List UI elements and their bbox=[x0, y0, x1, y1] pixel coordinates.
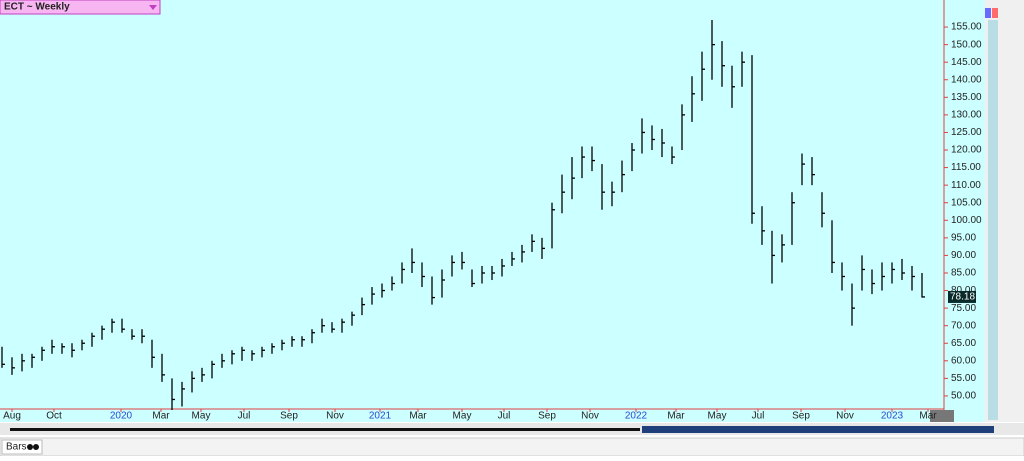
x-tick-label: May bbox=[192, 411, 211, 422]
x-tick-label: Mar bbox=[409, 411, 427, 422]
x-tick-label: May bbox=[708, 411, 727, 422]
x-tick-label: Nov bbox=[581, 411, 599, 422]
side-icon bbox=[985, 8, 991, 18]
y-tick-label: 140.00 bbox=[951, 74, 982, 85]
plot-background bbox=[0, 0, 985, 422]
x-tick-label: 2021 bbox=[369, 411, 392, 422]
last-price-label: 78.18 bbox=[950, 292, 975, 303]
toolbar bbox=[0, 437, 1024, 457]
x-tick-label: Oct bbox=[46, 411, 62, 422]
y-tick-label: 105.00 bbox=[951, 197, 982, 208]
tab-icon bbox=[27, 444, 33, 450]
side-strip bbox=[988, 20, 998, 420]
y-tick-label: 50.00 bbox=[951, 391, 976, 402]
y-tick-label: 150.00 bbox=[951, 39, 982, 50]
y-tick-label: 70.00 bbox=[951, 320, 976, 331]
y-tick-label: 130.00 bbox=[951, 110, 982, 121]
x-tick-label: Jul bbox=[498, 411, 511, 422]
x-tick-label: 2020 bbox=[110, 411, 133, 422]
y-tick-label: 115.00 bbox=[951, 162, 981, 173]
footer-label: Bars bbox=[6, 442, 27, 453]
x-tick-label: 2022 bbox=[625, 411, 648, 422]
x-tick-label: Mar bbox=[152, 411, 170, 422]
chart-title: ECT ~ Weekly bbox=[4, 2, 70, 13]
scroll-thumb[interactable] bbox=[642, 426, 994, 433]
x-tick-label: Sep bbox=[792, 411, 810, 422]
x-tick-label: 2023 bbox=[881, 411, 904, 422]
scroll-handle[interactable] bbox=[930, 410, 954, 422]
y-tick-label: 95.00 bbox=[951, 232, 976, 243]
y-tick-label: 65.00 bbox=[951, 338, 976, 349]
y-tick-label: 100.00 bbox=[951, 215, 982, 226]
x-tick-label: Aug bbox=[3, 411, 21, 422]
x-tick-label: Jul bbox=[752, 411, 765, 422]
y-tick-label: 80.00 bbox=[951, 285, 976, 296]
last-price-tag bbox=[948, 290, 976, 303]
y-tick-label: 135.00 bbox=[951, 92, 982, 103]
tab-icon bbox=[33, 444, 39, 450]
y-tick-label: 60.00 bbox=[951, 355, 976, 366]
x-tick-label: Nov bbox=[836, 411, 854, 422]
y-tick-label: 85.00 bbox=[951, 268, 976, 279]
y-tick-label: 75.00 bbox=[951, 303, 976, 314]
x-tick-label: Mar bbox=[667, 411, 685, 422]
scroll-track bbox=[10, 428, 640, 431]
title-box[interactable] bbox=[0, 0, 161, 15]
x-tick-label: May bbox=[453, 411, 472, 422]
x-tick-label: Jul bbox=[238, 411, 251, 422]
y-tick-label: 120.00 bbox=[951, 145, 982, 156]
y-tick-label: 110.00 bbox=[951, 180, 981, 191]
bars-tab[interactable] bbox=[1, 439, 43, 455]
side-icon bbox=[992, 8, 998, 18]
x-tick-label: Mar bbox=[919, 411, 937, 422]
y-tick-label: 155.00 bbox=[951, 22, 982, 33]
dropdown-arrow[interactable] bbox=[149, 5, 157, 10]
y-tick-label: 90.00 bbox=[951, 250, 976, 261]
x-tick-label: Nov bbox=[326, 411, 344, 422]
x-tick-label: Sep bbox=[538, 411, 556, 422]
y-tick-label: 145.00 bbox=[951, 57, 982, 68]
x-tick-label: Sep bbox=[280, 411, 298, 422]
y-tick-label: 125.00 bbox=[951, 127, 982, 138]
y-tick-label: 55.00 bbox=[951, 373, 976, 384]
